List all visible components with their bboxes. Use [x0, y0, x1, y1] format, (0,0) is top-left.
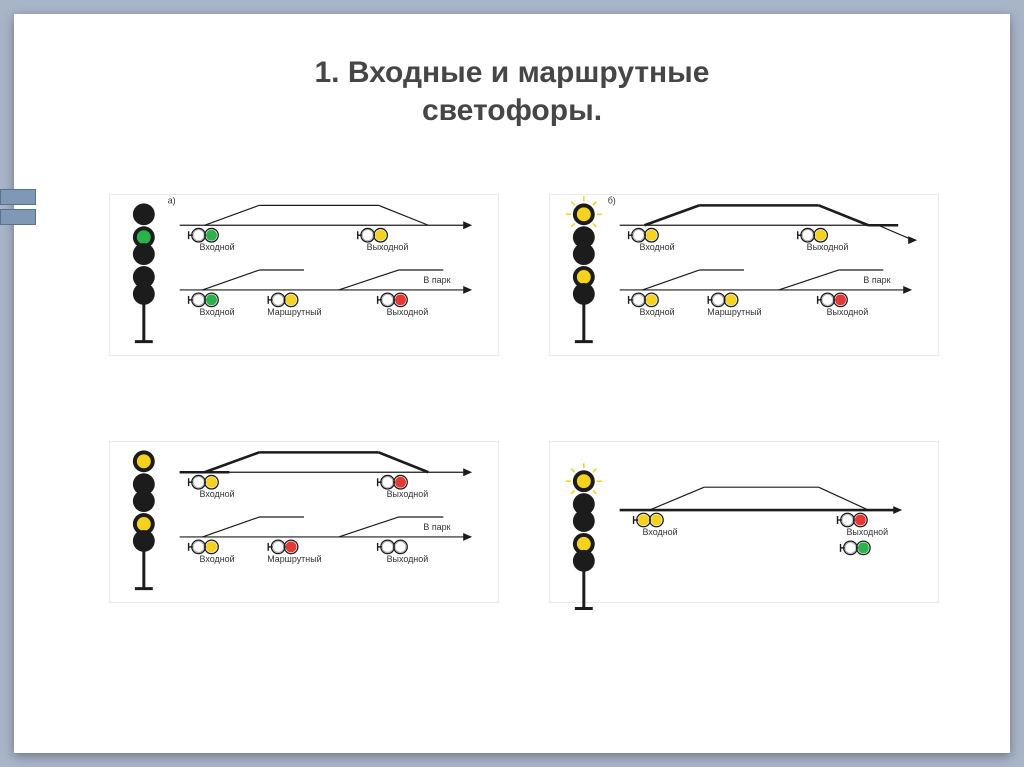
side-tab: [0, 189, 36, 205]
title-line-1: 1. Входные и маршрутные: [315, 56, 710, 89]
svg-text:Выходной: Выходной: [387, 554, 429, 564]
diagram-grid: а) Входной Выходной Входной Маршрутный Выходн…: [109, 194, 939, 688]
svg-text:Входной: Входной: [643, 527, 678, 537]
svg-text:Выходной: Выходной: [387, 489, 429, 499]
svg-text:Маршрутный: Маршрутный: [707, 307, 761, 317]
svg-text:Маршрутный: Маршрутный: [267, 307, 321, 317]
svg-text:В парк: В парк: [863, 275, 890, 285]
side-tab: [0, 209, 36, 225]
diagram-a: а) Входной Выходной Входной Маршрутный Выходн…: [109, 194, 499, 356]
row-2: Входной Выходной Входной Маршрутный Выходной…: [109, 441, 939, 603]
svg-text:Выходной: Выходной: [846, 527, 888, 537]
svg-text:Выходной: Выходной: [367, 242, 409, 252]
svg-text:Выходной: Выходной: [827, 307, 869, 317]
svg-text:Входной: Входной: [640, 242, 675, 252]
svg-text:В парк: В парк: [423, 522, 450, 532]
svg-text:Выходной: Выходной: [387, 307, 429, 317]
slide-frame: 1. Входные и маршрутные светофоры. а) Вхо…: [14, 14, 1010, 753]
svg-text:а): а): [168, 195, 176, 205]
slide-title: 1. Входные и маршрутные светофоры.: [14, 14, 1010, 149]
diagram-svg: Входной Выходной Входной Маршрутный Выходной…: [110, 442, 498, 602]
svg-text:б): б): [608, 195, 616, 205]
diagram-svg: а) Входной Выходной Входной Маршрутный Выходн…: [110, 195, 498, 355]
svg-text:Выходной: Выходной: [807, 242, 849, 252]
row-1: а) Входной Выходной Входной Маршрутный Выходн…: [109, 194, 939, 356]
svg-text:Входной: Входной: [200, 554, 235, 564]
svg-text:Маршрутный: Маршрутный: [267, 554, 321, 564]
svg-text:Входной: Входной: [200, 307, 235, 317]
diagram-svg: б) Входной Выходной Входной Маршрутный Выходн…: [550, 195, 938, 355]
diagram-c: Входной Выходной Входной Маршрутный Выходной…: [109, 441, 499, 603]
diagram-svg: Входной Выходной: [550, 442, 938, 602]
svg-text:Входной: Входной: [640, 307, 675, 317]
svg-text:В парк: В парк: [423, 275, 450, 285]
svg-text:Входной: Входной: [200, 242, 235, 252]
diagram-d: Входной Выходной: [549, 441, 939, 603]
title-line-2: светофоры.: [422, 94, 602, 127]
diagram-b: б) Входной Выходной Входной Маршрутный Выходн…: [549, 194, 939, 356]
svg-text:Входной: Входной: [200, 489, 235, 499]
